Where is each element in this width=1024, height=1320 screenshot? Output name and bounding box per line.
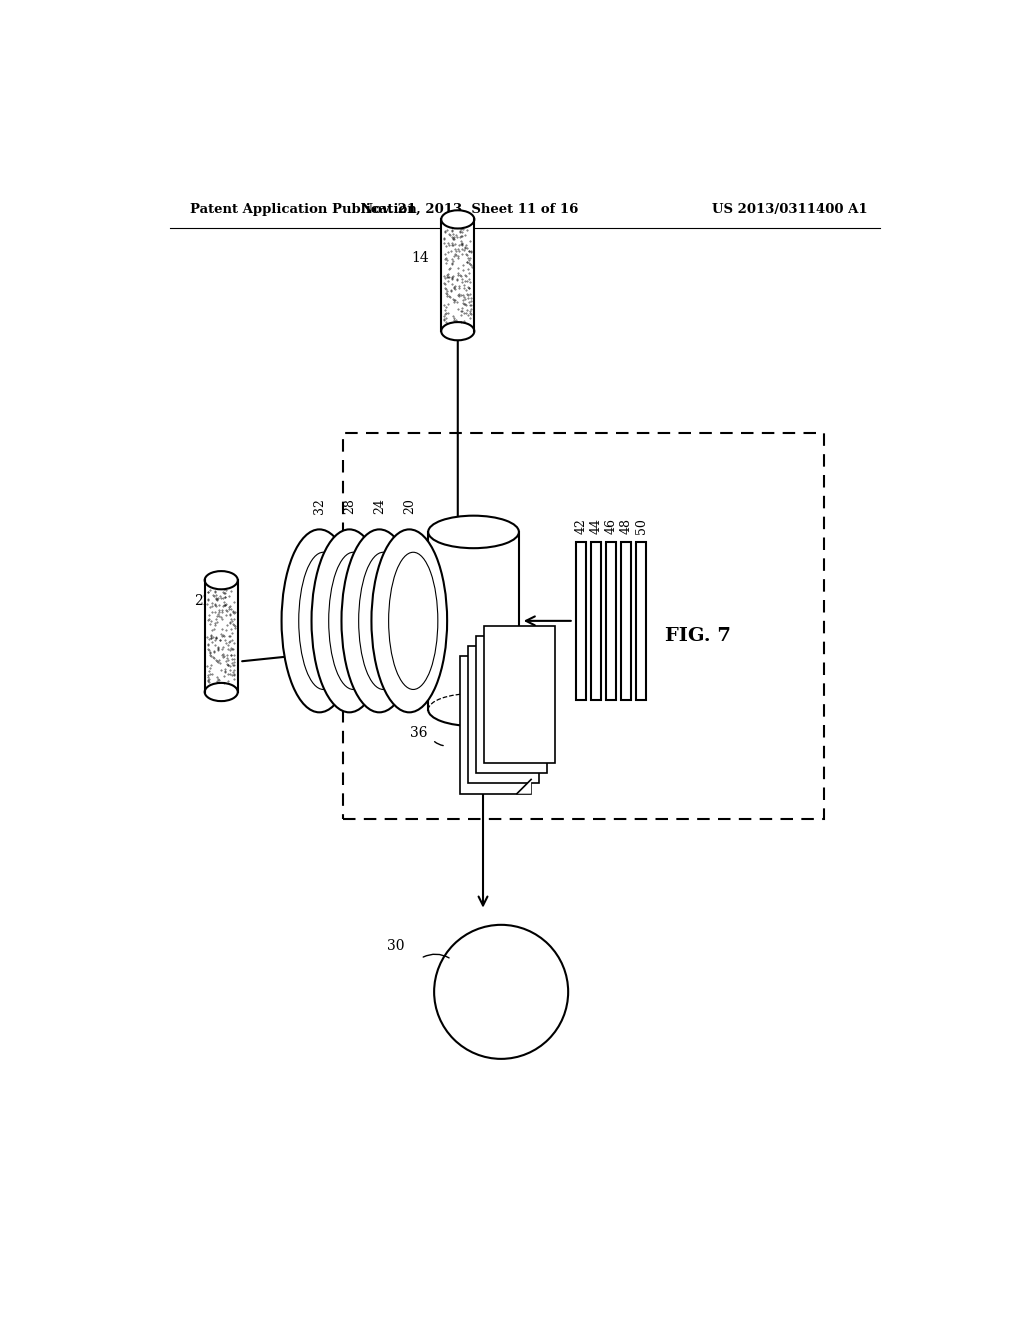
Text: 20: 20 bbox=[402, 498, 416, 515]
Ellipse shape bbox=[428, 516, 519, 548]
Polygon shape bbox=[205, 581, 238, 692]
Ellipse shape bbox=[299, 552, 348, 689]
Polygon shape bbox=[577, 543, 587, 700]
Text: 30: 30 bbox=[387, 939, 404, 953]
Text: 22: 22 bbox=[195, 594, 212, 607]
Text: 48: 48 bbox=[620, 517, 633, 535]
Text: 18: 18 bbox=[487, 668, 501, 685]
Text: 14: 14 bbox=[411, 251, 429, 265]
Polygon shape bbox=[476, 636, 547, 774]
Text: 28: 28 bbox=[343, 498, 356, 515]
Ellipse shape bbox=[441, 322, 474, 341]
Ellipse shape bbox=[341, 529, 417, 713]
Text: 26: 26 bbox=[482, 698, 497, 715]
Ellipse shape bbox=[329, 552, 378, 689]
Ellipse shape bbox=[441, 210, 474, 228]
Text: FIG. 7: FIG. 7 bbox=[666, 627, 731, 645]
Text: 32: 32 bbox=[313, 498, 326, 515]
Text: 42: 42 bbox=[574, 517, 588, 535]
Ellipse shape bbox=[372, 529, 447, 713]
Polygon shape bbox=[621, 543, 631, 700]
Polygon shape bbox=[591, 543, 601, 700]
Polygon shape bbox=[441, 219, 474, 331]
Text: US 2013/0311400 A1: US 2013/0311400 A1 bbox=[712, 203, 867, 215]
Polygon shape bbox=[517, 779, 531, 793]
Text: 46: 46 bbox=[604, 517, 617, 535]
Ellipse shape bbox=[205, 572, 238, 589]
Ellipse shape bbox=[389, 552, 438, 689]
Text: 24: 24 bbox=[373, 498, 386, 515]
Text: 36: 36 bbox=[411, 726, 428, 739]
Polygon shape bbox=[636, 543, 646, 700]
Ellipse shape bbox=[282, 529, 357, 713]
Polygon shape bbox=[428, 532, 519, 710]
Polygon shape bbox=[483, 626, 555, 763]
Ellipse shape bbox=[358, 552, 408, 689]
Ellipse shape bbox=[205, 682, 238, 701]
Bar bbox=[343, 433, 824, 818]
Polygon shape bbox=[460, 656, 531, 793]
Text: 50: 50 bbox=[635, 517, 647, 535]
Polygon shape bbox=[468, 647, 539, 784]
Text: 44: 44 bbox=[590, 517, 603, 535]
Text: Patent Application Publication: Patent Application Publication bbox=[189, 203, 417, 215]
Ellipse shape bbox=[311, 529, 387, 713]
Polygon shape bbox=[606, 543, 616, 700]
Text: Nov. 21, 2013  Sheet 11 of 16: Nov. 21, 2013 Sheet 11 of 16 bbox=[360, 203, 579, 215]
